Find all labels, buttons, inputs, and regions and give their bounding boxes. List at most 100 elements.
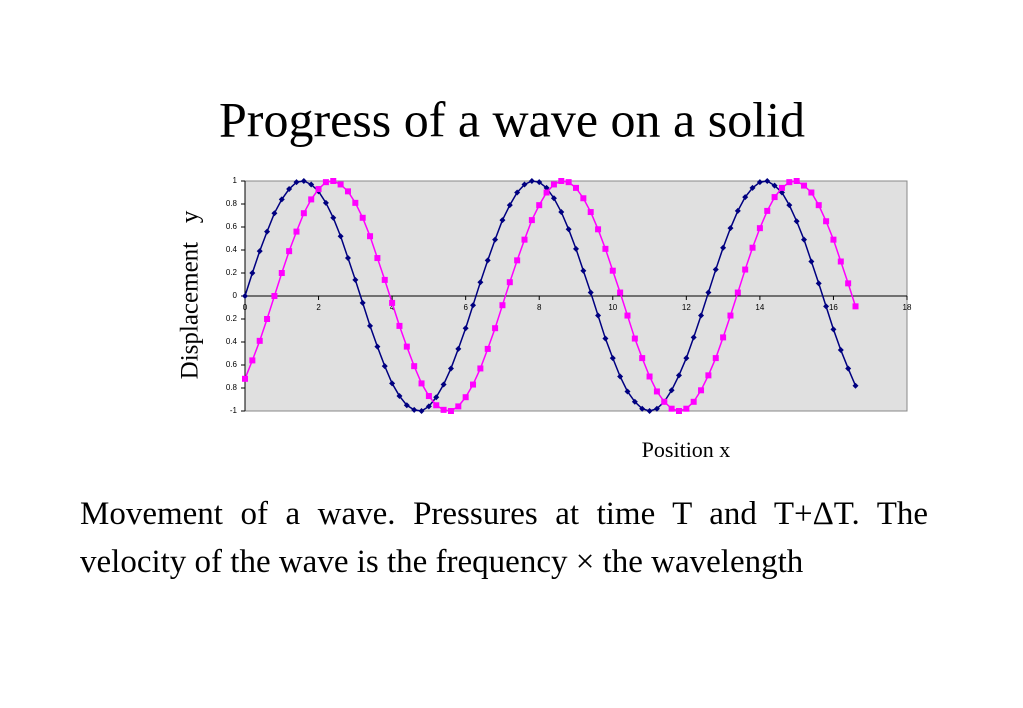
marker	[455, 403, 462, 410]
marker	[830, 236, 837, 243]
marker	[425, 393, 432, 400]
x-tick-label: 14	[755, 303, 764, 312]
marker	[661, 398, 668, 405]
marker	[264, 228, 271, 235]
y-tick-label: 0	[233, 291, 238, 300]
marker	[734, 207, 741, 214]
caption: Movement of a wave. Pressures at time T …	[80, 496, 928, 580]
x-axis-label: Position x	[642, 437, 731, 462]
marker	[411, 363, 418, 370]
marker	[565, 179, 572, 186]
marker	[617, 373, 624, 380]
marker	[720, 334, 727, 341]
marker	[455, 345, 462, 352]
marker	[359, 299, 366, 306]
marker	[492, 236, 499, 243]
marker	[668, 405, 675, 412]
marker	[808, 189, 815, 196]
marker	[823, 303, 830, 310]
marker	[742, 194, 749, 201]
marker	[602, 335, 609, 342]
marker	[543, 189, 550, 196]
marker	[573, 245, 579, 252]
marker	[653, 405, 660, 412]
marker	[808, 258, 815, 265]
marker	[411, 406, 418, 413]
marker	[705, 289, 712, 296]
marker	[264, 316, 271, 322]
marker	[801, 236, 808, 243]
marker	[256, 337, 263, 344]
marker	[514, 257, 521, 264]
marker	[403, 402, 410, 409]
chart: Progress of a wave on a solid Displaceme…	[177, 91, 912, 462]
marker	[749, 244, 756, 251]
marker	[462, 394, 469, 401]
marker	[403, 343, 410, 350]
marker	[690, 398, 697, 405]
marker	[764, 178, 771, 184]
marker	[433, 402, 440, 409]
marker	[558, 178, 565, 184]
marker	[698, 312, 705, 319]
marker	[367, 322, 374, 329]
marker	[499, 302, 506, 309]
marker	[477, 365, 484, 372]
marker	[580, 195, 587, 202]
marker	[786, 202, 793, 209]
marker	[595, 312, 602, 319]
marker	[624, 388, 631, 395]
x-tick-label: 10	[608, 303, 617, 312]
y-tick-label: 0.6	[226, 222, 238, 231]
marker	[815, 280, 822, 287]
marker	[712, 355, 719, 362]
marker	[712, 266, 719, 273]
marker	[617, 289, 624, 296]
y-tick-label: -1	[230, 406, 238, 415]
marker	[720, 244, 727, 251]
x-tick-label: 8	[537, 303, 542, 312]
marker	[286, 248, 293, 255]
marker	[359, 214, 366, 221]
marker	[322, 199, 329, 206]
y-tick-label: 0.4	[226, 337, 238, 346]
x-tick-label: 16	[829, 303, 838, 312]
marker	[528, 217, 535, 224]
marker	[447, 408, 454, 414]
marker	[381, 363, 388, 370]
marker	[367, 233, 374, 240]
marker	[396, 393, 403, 400]
marker	[609, 267, 616, 274]
marker	[587, 209, 594, 216]
marker	[756, 179, 763, 186]
marker	[447, 365, 454, 372]
marker	[587, 289, 594, 296]
marker	[609, 355, 616, 362]
marker	[337, 233, 344, 240]
marker	[418, 408, 425, 414]
marker	[734, 289, 741, 296]
marker	[337, 181, 344, 188]
marker	[470, 381, 477, 388]
marker	[690, 334, 697, 341]
marker	[308, 181, 315, 188]
marker	[558, 209, 565, 216]
marker	[506, 279, 513, 286]
x-tick-label: 18	[903, 303, 912, 312]
marker	[778, 184, 785, 191]
marker	[499, 217, 506, 224]
x-tick-label: 6	[463, 303, 468, 312]
marker	[786, 179, 793, 186]
marker	[705, 372, 712, 379]
marker	[249, 357, 256, 364]
y-tick-label: 0.2	[226, 268, 238, 277]
marker	[344, 255, 351, 262]
marker	[749, 184, 756, 191]
marker	[550, 181, 557, 188]
marker	[389, 299, 396, 306]
marker	[823, 218, 830, 225]
x-tick-label: 4	[390, 303, 395, 312]
marker	[242, 375, 248, 382]
marker	[433, 394, 440, 401]
marker	[727, 312, 734, 319]
